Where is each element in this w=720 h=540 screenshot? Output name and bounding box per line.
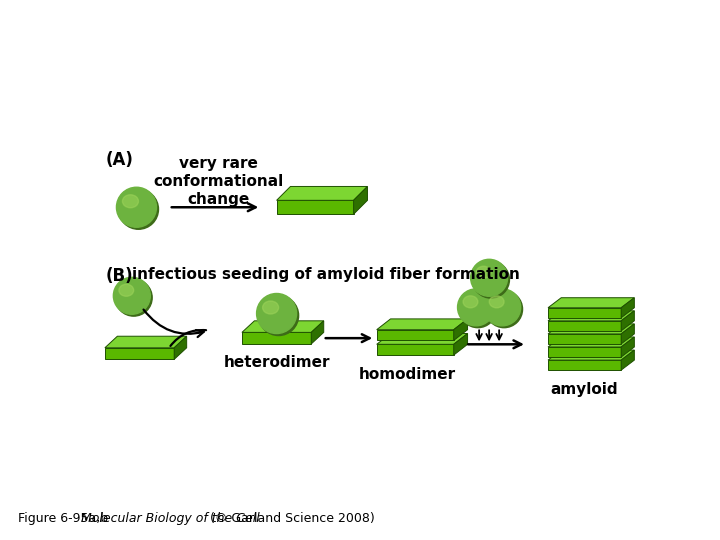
Polygon shape [454,319,467,340]
Ellipse shape [113,278,150,314]
Ellipse shape [471,259,508,296]
Polygon shape [621,324,634,344]
Polygon shape [548,324,634,334]
Ellipse shape [485,291,523,328]
Polygon shape [548,311,634,321]
Polygon shape [548,360,621,370]
Polygon shape [377,319,467,330]
Text: (B): (B) [106,267,133,285]
Ellipse shape [256,294,297,334]
Polygon shape [454,334,467,355]
Polygon shape [174,336,186,359]
Polygon shape [377,345,454,355]
Polygon shape [354,186,367,214]
Polygon shape [621,311,634,331]
Text: homodimer: homodimer [359,367,456,382]
Ellipse shape [263,301,279,314]
Polygon shape [548,308,621,318]
Polygon shape [377,334,467,345]
Ellipse shape [484,289,521,326]
Text: amyloid: amyloid [551,382,618,397]
Ellipse shape [117,187,156,227]
Text: heterodimer: heterodimer [223,355,330,370]
Text: infectious seeding of amyloid fiber formation: infectious seeding of amyloid fiber form… [132,267,520,281]
Polygon shape [548,321,621,331]
Ellipse shape [115,279,152,316]
Text: (© Garland Science 2008): (© Garland Science 2008) [210,512,374,525]
Polygon shape [548,337,634,347]
Polygon shape [621,337,634,357]
Polygon shape [548,350,634,360]
Polygon shape [548,334,621,344]
Polygon shape [621,350,634,370]
Polygon shape [311,321,324,344]
Ellipse shape [258,295,299,335]
Polygon shape [242,321,324,333]
Ellipse shape [459,291,496,328]
Ellipse shape [476,266,491,278]
Ellipse shape [463,296,478,308]
FancyArrowPatch shape [143,309,204,337]
Ellipse shape [472,261,510,298]
Polygon shape [621,298,634,318]
Ellipse shape [122,195,138,208]
Polygon shape [105,348,174,359]
Polygon shape [548,298,634,308]
Polygon shape [548,347,621,357]
Text: very rare
conformational
change: very rare conformational change [154,156,284,207]
Text: Figure 6-95a,b: Figure 6-95a,b [18,512,116,525]
Polygon shape [276,186,367,200]
Polygon shape [105,336,186,348]
Ellipse shape [457,289,495,326]
Ellipse shape [119,284,134,296]
Ellipse shape [490,296,504,308]
FancyArrowPatch shape [171,330,206,346]
Polygon shape [242,333,311,344]
Text: (A): (A) [106,151,133,169]
Polygon shape [276,200,354,214]
Polygon shape [377,330,454,340]
Ellipse shape [119,189,158,230]
Text: Molecular Biology of the Cell: Molecular Biology of the Cell [81,512,260,525]
